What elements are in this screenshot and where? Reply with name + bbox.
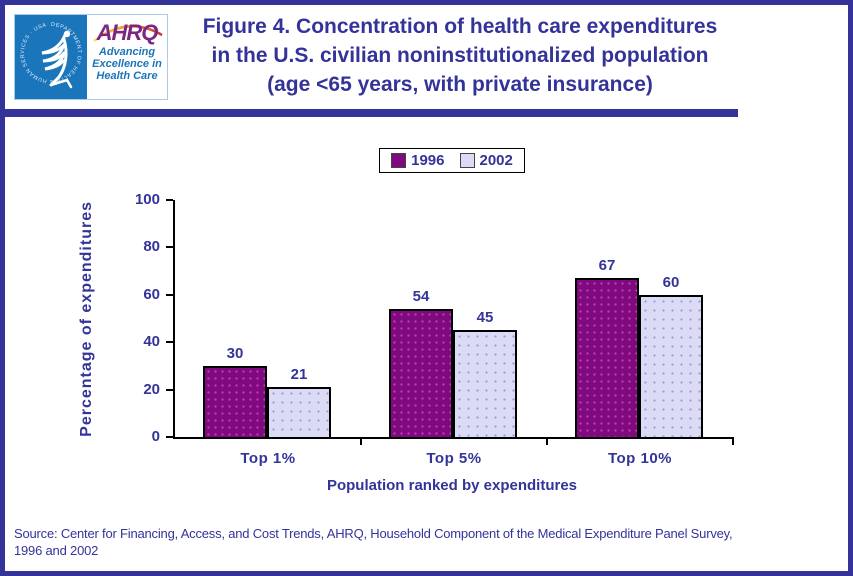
bar-1996-top-1- xyxy=(203,366,267,437)
category-label: Top 5% xyxy=(426,450,482,467)
legend-swatch-1996 xyxy=(391,153,407,168)
bar-value-label: 21 xyxy=(290,366,308,383)
figure-title-line: in the U.S. civilian noninstitutionalize… xyxy=(211,44,709,67)
x-axis-title: Population ranked by expenditures xyxy=(326,477,578,494)
bar-value-label: 30 xyxy=(226,345,244,362)
hhs-logo: DEPARTMENT OF HEALTH & HUMAN SERVICES · … xyxy=(15,15,87,99)
ahrq-tagline: Advancing Excellence in Health Care xyxy=(87,46,167,82)
y-axis-tick-label: 100 xyxy=(134,191,160,208)
bar-value-label: 54 xyxy=(412,288,430,305)
source-note: Source: Center for Financing, Access, an… xyxy=(14,525,834,559)
tagline-line: Excellence in xyxy=(92,58,162,70)
bar-value-label: 60 xyxy=(662,274,680,291)
agency-logo: DEPARTMENT OF HEALTH & HUMAN SERVICES · … xyxy=(14,14,168,100)
source-line: 1996 and 2002 xyxy=(14,543,99,558)
figure-title-line: (age <65 years, with private insurance) xyxy=(267,73,653,96)
y-axis-tick xyxy=(166,341,173,344)
bar-2002-top-1- xyxy=(267,387,331,437)
y-axis-title-text: Percentage of expenditures xyxy=(78,200,95,437)
y-axis-tick-label: 40 xyxy=(143,333,160,351)
y-axis-tick-label: 20 xyxy=(143,380,160,398)
bar-value-label: 67 xyxy=(598,257,616,274)
figure-title-line: Figure 4. Concentration of health care e… xyxy=(202,15,718,38)
hhs-eagle-seal-icon: DEPARTMENT OF HEALTH & HUMAN SERVICES · … xyxy=(20,22,81,89)
source-line: Source: Center for Financing, Access, an… xyxy=(14,526,733,541)
y-axis-title: Percentage of expenditures xyxy=(75,200,99,437)
figure-title: Figure 4. Concentration of health care e… xyxy=(170,12,750,99)
y-axis-tick xyxy=(166,388,173,391)
bar-value-label: 45 xyxy=(476,309,494,326)
y-axis-tick xyxy=(166,293,173,296)
x-axis-tick xyxy=(360,437,362,445)
bar-1996-top-5- xyxy=(389,309,453,437)
y-axis-tick xyxy=(166,246,173,249)
title-divider-bar xyxy=(5,109,738,117)
ahrq-logo: AHRQ Advancing Excellence in Health Care xyxy=(87,15,167,99)
legend-entry-2002: 2002 xyxy=(459,152,513,169)
y-axis-tick-label: 60 xyxy=(143,285,160,303)
y-axis-tick xyxy=(166,199,173,201)
y-axis-tick xyxy=(166,436,173,438)
legend-swatch-2002 xyxy=(459,153,475,168)
legend-box: 1996 2002 xyxy=(379,148,525,173)
ahrq-acronym: AHRQ xyxy=(96,20,159,45)
tagline-line: Advancing xyxy=(98,46,156,58)
plot-area: 0 20 40 60 80 100 30 21 Top 1% 54 45 Top 5% 67 60 Top … xyxy=(135,191,734,467)
x-axis-tick xyxy=(546,437,548,445)
y-axis-tick-label: 80 xyxy=(143,238,160,256)
legend-row: 1996 2002 xyxy=(173,148,731,173)
legend-entry-1996: 1996 xyxy=(391,152,445,169)
ahrq-arc-icon xyxy=(93,25,163,43)
x-axis-tick xyxy=(732,437,734,445)
tagline-line: Health Care xyxy=(96,70,158,82)
bar-2002-top-10- xyxy=(639,295,703,437)
category-label: Top 1% xyxy=(240,450,296,467)
bar-1996-top-10- xyxy=(575,278,639,437)
legend-label: 2002 xyxy=(479,152,513,169)
category-label: Top 10% xyxy=(607,450,673,467)
bar-2002-top-5- xyxy=(453,330,517,437)
legend-label: 1996 xyxy=(411,152,445,169)
y-axis-tick-label: 0 xyxy=(151,428,160,445)
